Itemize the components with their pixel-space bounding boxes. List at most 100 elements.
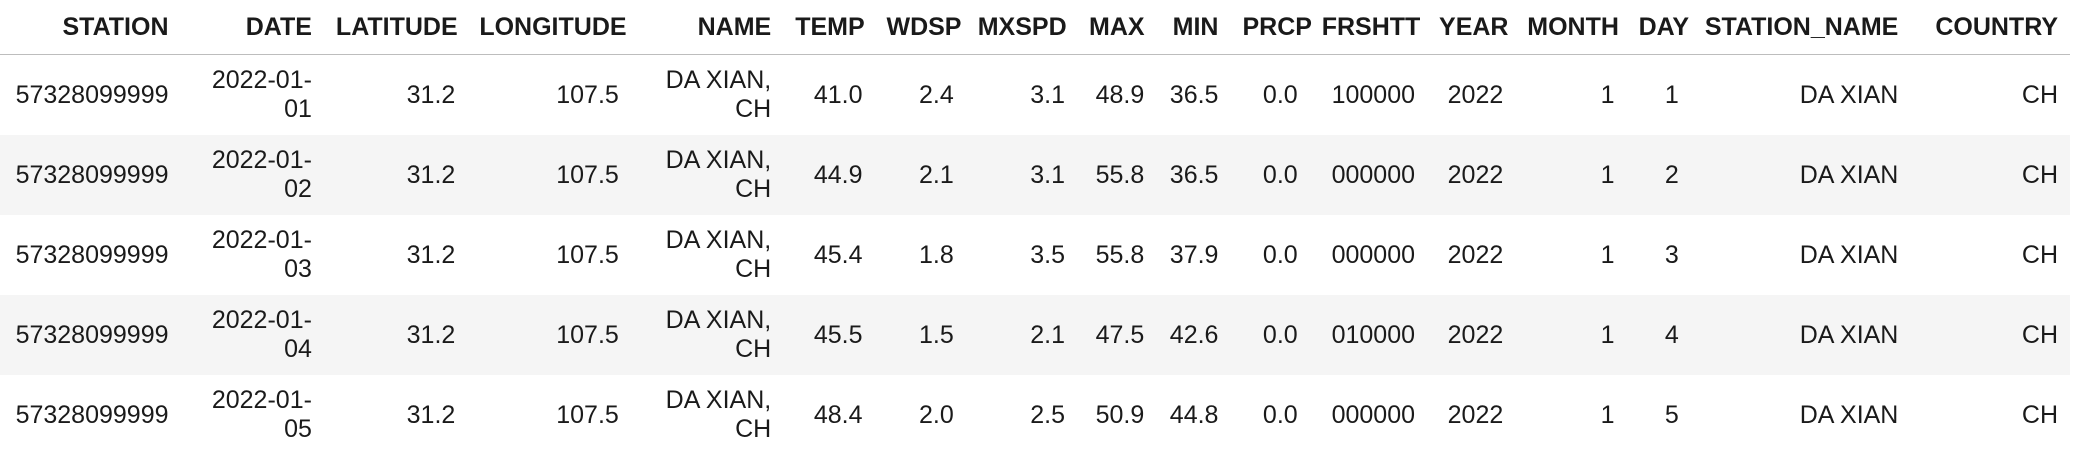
- cell-name: DA XIAN, CH: [630, 215, 784, 295]
- cell-station-name: DA XIAN: [1690, 135, 1911, 215]
- cell-min: 36.5: [1156, 135, 1231, 215]
- cell-temp: 45.4: [783, 215, 875, 295]
- cell-latitude: 31.2: [323, 135, 468, 215]
- cell-mxspd: 3.1: [965, 54, 1078, 135]
- cell-year: 2022: [1427, 135, 1516, 215]
- cell-date: 2022-01-05: [180, 375, 324, 455]
- cell-frshtt: 000000: [1309, 135, 1428, 215]
- cell-date: 2022-01-03: [180, 215, 324, 295]
- cell-date: 2022-01-02: [180, 135, 324, 215]
- column-header-month: MONTH: [1515, 0, 1627, 55]
- column-header-day: DAY: [1626, 0, 1691, 55]
- cell-month: 1: [1515, 54, 1627, 135]
- data-table: STATION DATE LATITUDE LONGITUDE NAME TEM…: [0, 0, 2070, 455]
- cell-min: 44.8: [1156, 375, 1231, 455]
- column-header-station-name: STATION_NAME: [1690, 0, 1911, 55]
- cell-prcp: 0.0: [1230, 54, 1310, 135]
- cell-date: 2022-01-01: [180, 54, 324, 135]
- cell-longitude: 107.5: [467, 135, 631, 215]
- cell-wdsp: 2.4: [874, 54, 966, 135]
- cell-prcp: 0.0: [1230, 295, 1310, 375]
- cell-month: 1: [1515, 135, 1627, 215]
- cell-month: 1: [1515, 215, 1627, 295]
- cell-max: 48.9: [1077, 54, 1157, 135]
- column-header-year: YEAR: [1427, 0, 1516, 55]
- cell-max: 47.5: [1077, 295, 1157, 375]
- cell-day: 5: [1626, 375, 1691, 455]
- cell-longitude: 107.5: [467, 295, 631, 375]
- column-header-wdsp: WDSP: [874, 0, 966, 55]
- column-header-min: MIN: [1156, 0, 1231, 55]
- cell-frshtt: 000000: [1309, 375, 1428, 455]
- cell-station: 57328099999: [0, 135, 181, 215]
- table-body: 57328099999 2022-01-01 31.2 107.5 DA XIAN, C…: [0, 54, 2070, 455]
- cell-frshtt: 010000: [1309, 295, 1428, 375]
- cell-country: CH: [1910, 375, 2070, 455]
- cell-name: DA XIAN, CH: [630, 375, 784, 455]
- cell-station-name: DA XIAN: [1690, 54, 1911, 135]
- cell-month: 1: [1515, 375, 1627, 455]
- cell-wdsp: 2.1: [874, 135, 966, 215]
- cell-mxspd: 3.1: [965, 135, 1078, 215]
- cell-station: 57328099999: [0, 54, 181, 135]
- column-header-station: STATION: [0, 0, 181, 55]
- cell-day: 2: [1626, 135, 1691, 215]
- cell-longitude: 107.5: [467, 215, 631, 295]
- cell-latitude: 31.2: [323, 295, 468, 375]
- cell-max: 50.9: [1077, 375, 1157, 455]
- cell-longitude: 107.5: [467, 54, 631, 135]
- cell-min: 37.9: [1156, 215, 1231, 295]
- cell-temp: 45.5: [783, 295, 875, 375]
- cell-wdsp: 1.5: [874, 295, 966, 375]
- cell-temp: 41.0: [783, 54, 875, 135]
- column-header-temp: TEMP: [783, 0, 875, 55]
- cell-longitude: 107.5: [467, 375, 631, 455]
- cell-frshtt: 100000: [1309, 54, 1428, 135]
- cell-frshtt: 000000: [1309, 215, 1428, 295]
- cell-month: 1: [1515, 295, 1627, 375]
- cell-year: 2022: [1427, 54, 1516, 135]
- column-header-frshtt: FRSHTT: [1309, 0, 1428, 55]
- cell-station-name: DA XIAN: [1690, 375, 1911, 455]
- cell-station: 57328099999: [0, 375, 181, 455]
- cell-year: 2022: [1427, 375, 1516, 455]
- cell-name: DA XIAN, CH: [630, 295, 784, 375]
- cell-latitude: 31.2: [323, 215, 468, 295]
- cell-mxspd: 2.5: [965, 375, 1078, 455]
- cell-prcp: 0.0: [1230, 135, 1310, 215]
- cell-min: 36.5: [1156, 54, 1231, 135]
- cell-day: 4: [1626, 295, 1691, 375]
- cell-latitude: 31.2: [323, 375, 468, 455]
- cell-station-name: DA XIAN: [1690, 295, 1911, 375]
- cell-country: CH: [1910, 54, 2070, 135]
- column-header-longitude: LONGITUDE: [467, 0, 631, 55]
- table-row: 57328099999 2022-01-02 31.2 107.5 DA XIAN, C…: [0, 135, 2070, 215]
- column-header-mxspd: MXSPD: [965, 0, 1078, 55]
- column-header-date: DATE: [180, 0, 324, 55]
- cell-station: 57328099999: [0, 295, 181, 375]
- cell-wdsp: 1.8: [874, 215, 966, 295]
- cell-max: 55.8: [1077, 215, 1157, 295]
- table-row: 57328099999 2022-01-01 31.2 107.5 DA XIAN, C…: [0, 54, 2070, 135]
- cell-prcp: 0.0: [1230, 215, 1310, 295]
- cell-latitude: 31.2: [323, 54, 468, 135]
- cell-day: 1: [1626, 54, 1691, 135]
- table-row: 57328099999 2022-01-04 31.2 107.5 DA XIAN, C…: [0, 295, 2070, 375]
- header-row: STATION DATE LATITUDE LONGITUDE NAME TEM…: [0, 0, 2070, 55]
- table-row: 57328099999 2022-01-05 31.2 107.5 DA XIAN, C…: [0, 375, 2070, 455]
- cell-station-name: DA XIAN: [1690, 215, 1911, 295]
- cell-day: 3: [1626, 215, 1691, 295]
- column-header-latitude: LATITUDE: [323, 0, 468, 55]
- cell-prcp: 0.0: [1230, 375, 1310, 455]
- cell-country: CH: [1910, 215, 2070, 295]
- cell-year: 2022: [1427, 295, 1516, 375]
- cell-name: DA XIAN, CH: [630, 135, 784, 215]
- table-header: STATION DATE LATITUDE LONGITUDE NAME TEM…: [0, 0, 2070, 55]
- cell-temp: 44.9: [783, 135, 875, 215]
- cell-mxspd: 2.1: [965, 295, 1078, 375]
- cell-country: CH: [1910, 295, 2070, 375]
- cell-max: 55.8: [1077, 135, 1157, 215]
- cell-mxspd: 3.5: [965, 215, 1078, 295]
- cell-station: 57328099999: [0, 215, 181, 295]
